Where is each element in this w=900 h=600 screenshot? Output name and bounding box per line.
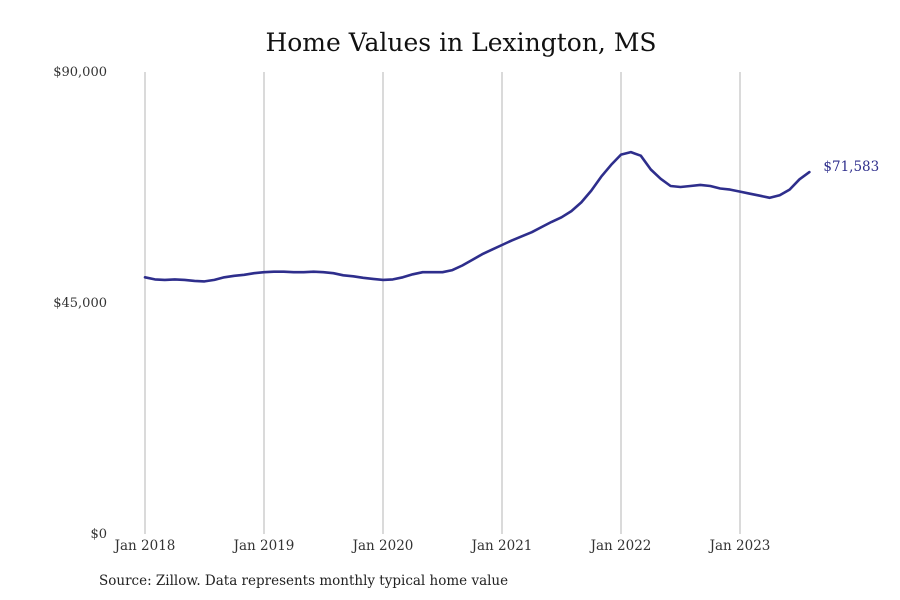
series-line [143,150,811,283]
x-axis: Jan 2018 Jan 2019 Jan 2020 Jan 2021 Jan 2022… [113,538,771,554]
y-tick-label: $0 [90,527,107,542]
end-value-label: $71,583 [823,159,879,175]
grid-lines [144,72,741,534]
x-tick-label: Jan 2020 [351,538,414,554]
y-axis: $0 $45,000 $90,000 [53,65,107,542]
y-tick-label: $90,000 [53,65,107,80]
x-tick-label: Jan 2019 [232,538,295,554]
x-tick-label: Jan 2023 [708,538,771,554]
y-tick-label: $45,000 [53,296,107,311]
chart-title: Home Values in Lexington, MS [265,28,656,57]
source-note: Source: Zillow. Data represents monthly … [99,573,508,589]
x-tick-label: Jan 2021 [470,538,533,554]
x-tick-label: Jan 2022 [589,538,652,554]
x-tick-label: Jan 2018 [113,538,176,554]
